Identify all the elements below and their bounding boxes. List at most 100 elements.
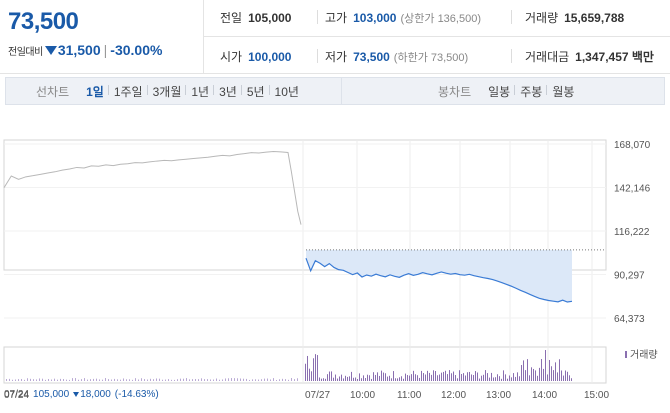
period-3m-button[interactable]: 3개월 <box>146 83 187 100</box>
volume-bar <box>421 370 422 381</box>
volume-bar <box>216 378 217 381</box>
volume-bar <box>225 378 226 381</box>
volume-legend-label: 거래량 <box>630 349 658 361</box>
volume-bar <box>249 379 250 381</box>
current-price: 73,500 <box>8 8 79 35</box>
period-1d-button[interactable]: 1일 <box>86 84 104 99</box>
volume-stat: 거래량 15,659,788 <box>525 9 624 26</box>
period-1y-button[interactable]: 1년 <box>185 83 214 100</box>
open-stat: 시가 100,000 <box>220 48 291 65</box>
volume-bar <box>451 373 452 381</box>
volume-bar <box>285 379 286 381</box>
volume-bar <box>561 370 562 381</box>
volume-bar <box>78 379 79 381</box>
volume-bar <box>69 379 70 381</box>
volume-bar <box>192 379 193 381</box>
volume-bar <box>563 375 564 381</box>
monthly-candle-button[interactable]: 월봉 <box>546 83 579 100</box>
volume-bar <box>541 358 542 381</box>
volume-bar <box>315 354 316 381</box>
volume-bar <box>147 379 148 381</box>
period-10y-button[interactable]: 10년 <box>268 83 304 100</box>
volume-bar <box>270 379 271 381</box>
chart-period-bar: 선차트 1일 1주일 3개월 1년 3년 5년 10년 봉차트 일봉 주봉 월봉 <box>5 77 665 105</box>
volume-bar <box>213 379 214 381</box>
period-5y-button[interactable]: 5년 <box>240 83 270 100</box>
volume-bar <box>335 374 336 381</box>
hover-rate: (-14.63%) <box>114 389 159 400</box>
today-price-line <box>305 258 573 303</box>
volume-bar <box>282 378 283 381</box>
volume-bar <box>153 379 154 381</box>
volume-bar <box>291 378 292 381</box>
volume-bar <box>485 370 486 381</box>
volume-bar <box>264 378 265 381</box>
volume-bar <box>371 378 372 381</box>
stock-quote-header: 73,500 전일대비 31,500 | -30.00% 전일 105,000 … <box>0 0 670 74</box>
volume-bar <box>99 379 100 381</box>
volume-bar <box>198 379 199 381</box>
volume-bar <box>309 368 310 381</box>
volume-bar <box>66 379 67 381</box>
volume-bar <box>15 379 16 381</box>
volume-bar <box>475 371 476 381</box>
volume-bar <box>30 378 31 381</box>
volume-bar <box>87 379 88 381</box>
volume-bar <box>387 376 388 381</box>
volume-bar <box>385 373 386 381</box>
period-3y-button[interactable]: 3년 <box>213 83 242 100</box>
hover-price: 105,000 <box>33 389 70 400</box>
volume-bar <box>453 371 454 381</box>
volume-bar <box>288 379 289 381</box>
volume-bar <box>96 378 97 381</box>
high-stat: 고가 103,000 (상한가 136,500) <box>325 9 481 26</box>
volume-bar <box>36 379 37 381</box>
volume-bar <box>321 378 322 381</box>
volume-bar <box>413 370 414 381</box>
volume-bar <box>467 372 468 381</box>
hover-price-info: 07/24 105,000 18,000 (-14.63%) <box>4 389 159 400</box>
volume-bar <box>559 359 560 381</box>
volume-bar <box>497 374 498 381</box>
volume-bar <box>441 372 442 381</box>
volume-bar <box>27 378 28 381</box>
volume-bar <box>513 373 514 381</box>
price-stats-grid: 전일 105,000 고가 103,000 (상한가 136,500) 거래량 … <box>203 0 670 74</box>
volume-bar <box>543 368 544 381</box>
volume-bar <box>403 378 404 381</box>
turnover-value: 1,347,457 백만 <box>575 50 654 64</box>
daily-candle-button[interactable]: 일봉 <box>488 84 511 99</box>
volume-bar <box>527 359 528 381</box>
volume-bar <box>258 379 259 381</box>
stat-separator <box>511 10 512 24</box>
weekly-candle-button[interactable]: 주봉 <box>514 83 547 100</box>
volume-bar <box>84 378 85 381</box>
turnover-stat: 거래대금 1,347,457 백만 <box>525 48 654 65</box>
y-tick-label: 168,070 <box>614 140 651 151</box>
volume-bar <box>252 379 253 381</box>
volume-bar <box>174 379 175 381</box>
volume-bar <box>255 379 256 381</box>
volume-bar <box>461 374 462 381</box>
volume-bar <box>435 371 436 381</box>
period-1w-button[interactable]: 1주일 <box>107 83 148 100</box>
volume-bar <box>545 350 546 381</box>
volume-bar <box>327 374 328 381</box>
prev-close-label: 전일 <box>220 11 243 25</box>
open-value: 100,000 <box>248 50 292 64</box>
stat-separator <box>317 49 318 63</box>
volume-bar <box>483 374 484 381</box>
volume-bar <box>9 378 10 381</box>
volume-bar <box>279 379 280 381</box>
price-plot-frame <box>3 139 607 271</box>
volume-bar <box>567 371 568 381</box>
volume-bar <box>539 367 540 381</box>
volume-bar <box>401 376 402 381</box>
volume-bar <box>373 372 374 381</box>
volume-bar <box>479 378 480 381</box>
volume-bar <box>273 378 274 381</box>
volume-bar <box>180 378 181 381</box>
volume-bar <box>423 373 424 381</box>
volume-bar <box>495 377 496 381</box>
